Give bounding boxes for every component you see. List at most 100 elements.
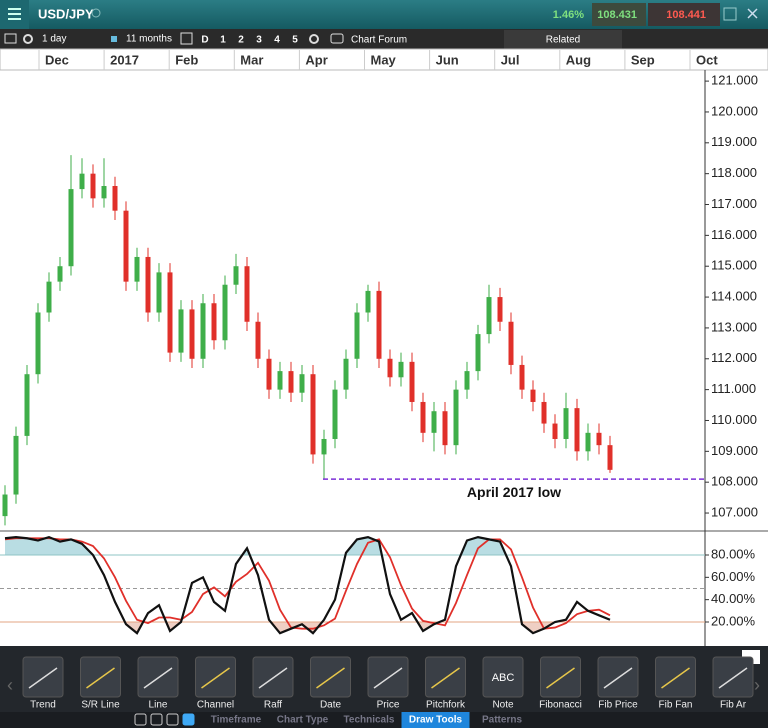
candle-body xyxy=(563,408,569,439)
scroll-left[interactable]: ‹ xyxy=(7,675,13,695)
period-button[interactable]: 3 xyxy=(256,35,262,46)
overbought-fill xyxy=(5,537,610,555)
y-tick-label: 60.00% xyxy=(711,569,756,584)
tool-icon[interactable] xyxy=(425,656,466,698)
forum-icon[interactable] xyxy=(330,33,344,44)
sell-box[interactable] xyxy=(592,3,646,26)
candle-body xyxy=(24,374,30,436)
tab-label[interactable]: Patterns xyxy=(482,715,522,726)
y-tick-label: 111.000 xyxy=(711,381,756,396)
period-button[interactable]: 2 xyxy=(238,35,244,46)
y-tick-label: 107.000 xyxy=(711,504,758,519)
tool-glyph xyxy=(373,667,403,689)
buy-box[interactable] xyxy=(648,3,720,26)
tool-label[interactable]: Fib Ar xyxy=(720,700,747,711)
tool-icon[interactable] xyxy=(655,656,696,698)
tool-label[interactable]: Pitchfork xyxy=(426,700,466,711)
tool-icon[interactable] xyxy=(80,656,121,698)
tool-icon[interactable] xyxy=(310,656,351,698)
candle-body xyxy=(244,266,250,322)
tab-label[interactable]: Draw Tools xyxy=(409,715,463,726)
oversold-fill xyxy=(124,622,555,634)
period-button[interactable]: 4 xyxy=(274,35,280,46)
y-tick-label: 113.000 xyxy=(711,319,757,334)
candle-body xyxy=(387,358,393,378)
related-button[interactable] xyxy=(504,30,622,49)
candle-body xyxy=(607,445,613,470)
tool-glyph xyxy=(201,667,230,689)
search-icon[interactable] xyxy=(91,8,101,18)
month-label: 2017 xyxy=(110,52,139,67)
tool-icon[interactable] xyxy=(482,656,524,698)
tab-label[interactable]: Technicals xyxy=(344,715,395,726)
tool-label[interactable]: Note xyxy=(492,700,514,711)
candle-body xyxy=(112,186,118,211)
candle-body xyxy=(442,411,448,446)
tool-icon[interactable] xyxy=(22,656,64,698)
y-tick-label: 108.000 xyxy=(711,474,758,489)
tool-icon[interactable] xyxy=(137,656,179,698)
tool-label[interactable]: Fibonacci xyxy=(539,700,582,711)
candle-body xyxy=(299,374,305,393)
candle-body xyxy=(233,266,239,285)
tool-label[interactable]: Trend xyxy=(30,700,56,711)
menu-icon xyxy=(8,8,21,20)
settings-icon[interactable] xyxy=(23,34,33,44)
candle-body xyxy=(552,423,558,439)
tool-icon[interactable] xyxy=(597,656,639,698)
tool-label[interactable]: Line xyxy=(149,700,168,711)
tool-label[interactable]: Channel xyxy=(197,700,234,711)
popout-button[interactable] xyxy=(723,7,737,21)
tool-label[interactable]: Fib Fan xyxy=(659,700,693,711)
tool-label[interactable]: Price xyxy=(377,700,400,711)
tool-icon[interactable] xyxy=(540,656,581,698)
tab-icon[interactable] xyxy=(166,713,179,726)
tool-label[interactable]: Raff xyxy=(264,700,282,711)
buy-price: 108.441 xyxy=(666,9,706,21)
tab-label[interactable]: Timeframe xyxy=(211,715,262,726)
tab-icon[interactable] xyxy=(134,713,147,726)
candle-body xyxy=(354,312,360,359)
candle-body xyxy=(211,303,217,341)
month-label: Feb xyxy=(175,52,198,67)
y-tick-label: 110.000 xyxy=(711,412,757,427)
candle-body xyxy=(35,312,41,375)
change: 1.46% xyxy=(553,9,584,21)
candle-body xyxy=(266,358,272,390)
period-button[interactable]: 5 xyxy=(292,35,298,46)
candle-body xyxy=(486,297,492,335)
chart-forum[interactable]: Chart Forum xyxy=(351,35,407,46)
tab-icon[interactable] xyxy=(182,713,195,726)
period-button[interactable]: 1 xyxy=(220,35,226,46)
interval[interactable]: 1 day xyxy=(42,34,66,45)
calendar-icon[interactable] xyxy=(180,32,193,45)
sell-price: 108.431 xyxy=(597,9,637,21)
tab-icon[interactable] xyxy=(150,713,163,726)
tool-label[interactable]: S/R Line xyxy=(81,700,120,711)
candle-body xyxy=(464,371,470,390)
close-button[interactable] xyxy=(747,8,758,19)
tool-icon[interactable] xyxy=(195,656,236,698)
tool-icon[interactable] xyxy=(712,656,754,698)
tool-icon[interactable] xyxy=(252,656,294,698)
time-axis xyxy=(0,48,768,71)
range[interactable]: 11 months xyxy=(126,34,172,45)
period-button[interactable]: D xyxy=(201,35,208,46)
lock-icon[interactable] xyxy=(111,36,117,42)
period-settings[interactable] xyxy=(309,34,319,44)
tool-glyph xyxy=(718,667,748,689)
scroll-right[interactable]: › xyxy=(754,675,760,695)
tool-label[interactable]: Fib Price xyxy=(598,700,638,711)
y-tick-label: 121.000 xyxy=(711,73,758,88)
candle-body xyxy=(321,438,327,455)
related[interactable]: Related xyxy=(546,35,580,46)
tool-label[interactable]: Date xyxy=(320,700,342,711)
tool-icon[interactable] xyxy=(367,656,409,698)
tab-label[interactable]: Chart Type xyxy=(277,715,329,726)
y-tick-label: 118.000 xyxy=(711,165,757,180)
candle-body xyxy=(123,210,129,282)
layout-icon[interactable] xyxy=(4,33,17,44)
candle-body xyxy=(2,494,8,517)
